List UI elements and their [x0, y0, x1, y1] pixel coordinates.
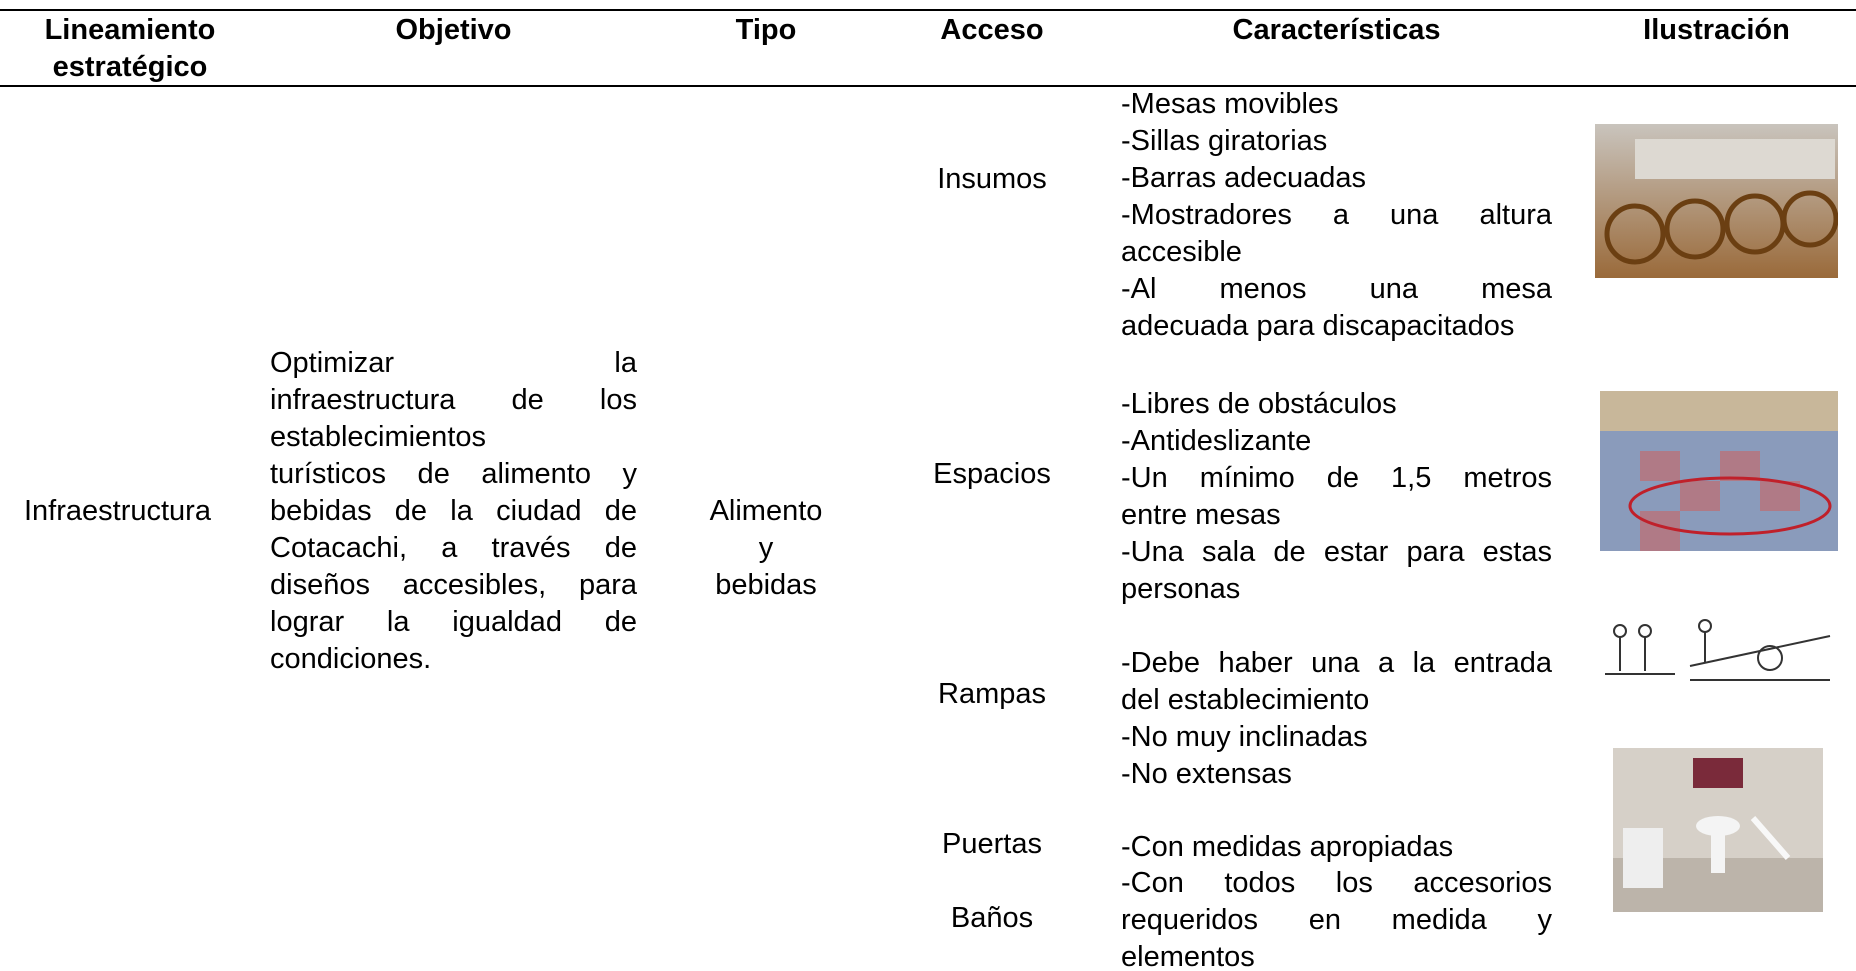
acceso-label: Espacios: [933, 457, 1051, 490]
acceso-label: Insumos: [937, 162, 1047, 195]
caracteristica-line: -Barras adecuadas: [1121, 161, 1367, 194]
acceso-label: Rampas: [938, 677, 1046, 710]
objetivo-line: Optimizar la: [270, 346, 637, 379]
column-header: Ilustración: [1643, 14, 1790, 46]
objetivo-line: bebidas de la ciudad de: [270, 494, 637, 527]
objetivo-line: infraestructura de los: [270, 383, 637, 416]
acceso-label: Puertas: [942, 827, 1042, 860]
caracteristica-line: -Antideslizante: [1121, 424, 1312, 457]
caracteristica-line: requeridos en medida y: [1121, 903, 1552, 936]
caracteristica-line: del establecimiento: [1121, 683, 1370, 716]
objetivo-line: condiciones.: [270, 642, 432, 675]
caracteristica-line: -Mostradores a una altura: [1121, 198, 1552, 231]
column-header: Tipo: [735, 14, 797, 46]
caracteristica-line: -No muy inclinadas: [1121, 720, 1368, 753]
top-rule: [0, 9, 1856, 11]
caracteristica-line: -Debe haber una a la entrada: [1121, 646, 1552, 679]
column-header: Objetivo: [395, 14, 512, 46]
acceso-label: Baños: [950, 901, 1034, 934]
objetivo-line: turísticos de alimento y: [270, 457, 637, 490]
tipo-line: y: [758, 531, 774, 564]
caracteristica-line: adecuada para discapacitados: [1121, 309, 1515, 342]
column-header: Acceso: [940, 14, 1044, 46]
caracteristica-line: -Sillas giratorias: [1121, 124, 1328, 157]
caracteristica-line: -No extensas: [1121, 757, 1292, 790]
objetivo-line: lograr la igualdad de: [270, 605, 637, 638]
illustration-floor: [1600, 391, 1838, 551]
objetivo-line: establecimientos: [270, 420, 486, 453]
caracteristica-line: personas: [1121, 572, 1241, 605]
illustration-ramp: [1595, 616, 1838, 705]
caracteristica-line: -Una sala de estar para estas: [1121, 535, 1552, 568]
caracteristica-line: -Un mínimo de 1,5 metros: [1121, 461, 1552, 494]
caracteristica-line: elementos: [1121, 940, 1255, 971]
header-rule: [0, 85, 1856, 87]
caracteristica-line: -Al menos una mesa: [1121, 272, 1552, 305]
column-header: Características: [1232, 14, 1441, 46]
caracteristica-line: entre mesas: [1121, 498, 1281, 531]
caracteristica-line: accesible: [1121, 235, 1242, 268]
objetivo-line: diseños accesibles, para: [270, 568, 637, 601]
objetivo-line: Cotacachi, a través de: [270, 531, 637, 564]
illustration-furniture: [1595, 124, 1838, 278]
caracteristica-line: -Libres de obstáculos: [1121, 387, 1397, 420]
column-header: Lineamiento: [44, 14, 216, 46]
tipo-line: Alimento: [709, 494, 823, 527]
caracteristica-line: -Con todos los accesorios: [1121, 866, 1552, 899]
lineamiento-cell: Infraestructura: [24, 494, 211, 527]
tipo-line: bebidas: [715, 568, 817, 601]
caracteristica-line: -Mesas movibles: [1121, 87, 1339, 120]
column-header: estratégico: [52, 51, 208, 83]
illustration-bathroom: [1613, 748, 1823, 912]
caracteristica-line: -Con medidas apropiadas: [1121, 830, 1454, 863]
